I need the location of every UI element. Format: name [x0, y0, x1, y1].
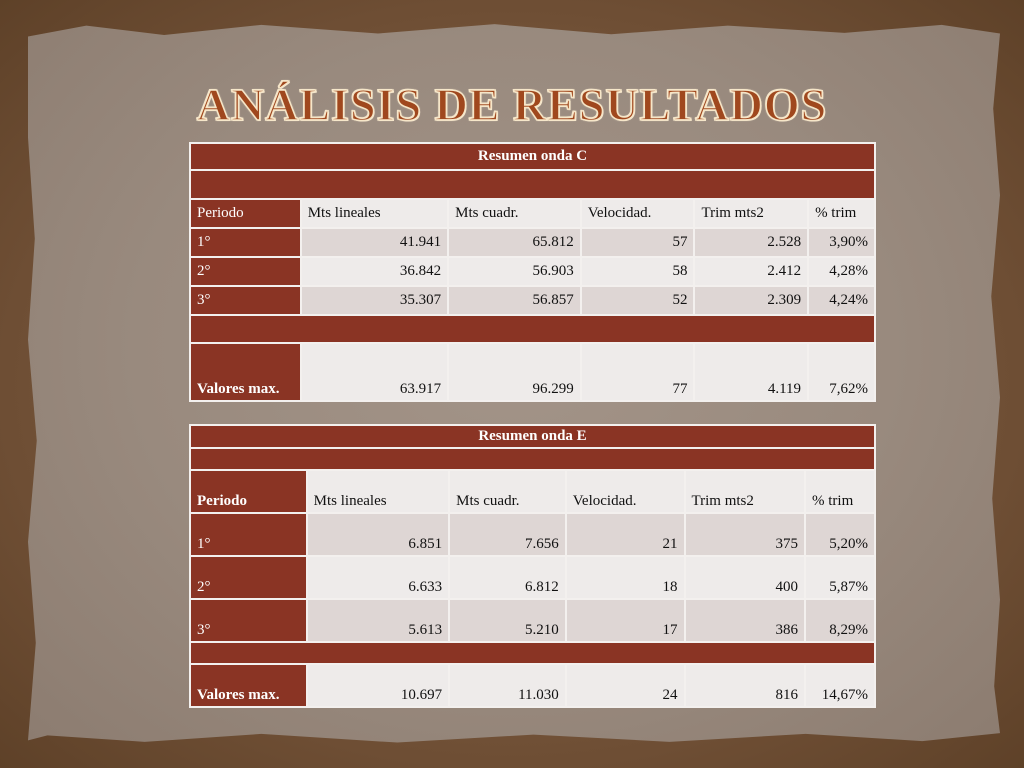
- table-cell: 41.941: [299, 227, 450, 258]
- column-header: Mts lineales: [299, 198, 450, 229]
- period-cell: 3°: [189, 285, 302, 316]
- table-cell: 35.307: [299, 285, 450, 316]
- table-cell: 4.119: [693, 342, 810, 402]
- column-header: Trim mts2: [683, 469, 807, 514]
- table-cell: 77: [579, 342, 696, 402]
- column-header: % trim: [807, 198, 876, 229]
- table-cell: 6.812: [448, 555, 567, 600]
- table-cell: 400: [683, 555, 807, 600]
- max-values-label: Valores max.: [189, 663, 308, 708]
- table-cell: 4,28%: [807, 256, 876, 287]
- table-cell: 6.633: [305, 555, 451, 600]
- table-cell: 17: [564, 598, 686, 643]
- table-row: 1° 41.941 65.812 57 2.528 3,90%: [189, 227, 876, 258]
- slide-title: ANÁLISIS DE RESULTADOS: [196, 78, 828, 131]
- column-header: % trim: [804, 469, 876, 514]
- column-header: Mts cuadr.: [448, 469, 567, 514]
- table-c-heading: Resumen onda C: [189, 142, 876, 171]
- table-cell: 21: [564, 512, 686, 557]
- table-cell: 11.030: [448, 663, 567, 708]
- table-cell: 10.697: [305, 663, 451, 708]
- table-row: 2° 6.633 6.812 18 400 5,87%: [189, 555, 876, 600]
- table-row: 3° 35.307 56.857 52 2.309 4,24%: [189, 285, 876, 316]
- table-e-blank-band: [189, 641, 876, 665]
- table-cell: 2.309: [693, 285, 810, 316]
- table-cell: 5.210: [448, 598, 567, 643]
- table-cell: 63.917: [299, 342, 450, 402]
- table-cell: 56.903: [447, 256, 582, 287]
- table-row: 1° 6.851 7.656 21 375 5,20%: [189, 512, 876, 557]
- period-cell: 1°: [189, 227, 302, 258]
- period-cell: 3°: [189, 598, 308, 643]
- table-cell: 816: [683, 663, 807, 708]
- column-header: Periodo: [189, 469, 308, 514]
- table-cell: 8,29%: [804, 598, 876, 643]
- table-c-blank-band: [189, 169, 876, 200]
- table-cell: 58: [579, 256, 696, 287]
- summary-table-e: Resumen onda E Periodo Mts lineales Mts …: [189, 424, 876, 708]
- table-e-header-row: Periodo Mts lineales Mts cuadr. Velocida…: [189, 469, 876, 514]
- period-cell: 2°: [189, 256, 302, 287]
- period-cell: 2°: [189, 555, 308, 600]
- table-cell: 375: [683, 512, 807, 557]
- table-cell: 96.299: [447, 342, 582, 402]
- table-cell: 7,62%: [807, 342, 876, 402]
- table-max-row: Valores max. 63.917 96.299 77 4.119 7,62…: [189, 342, 876, 402]
- table-cell: 57: [579, 227, 696, 258]
- column-header: Mts lineales: [305, 469, 451, 514]
- table-c-blank-band: [189, 314, 876, 344]
- table-cell: 14,67%: [804, 663, 876, 708]
- column-header: Periodo: [189, 198, 302, 229]
- table-cell: 18: [564, 555, 686, 600]
- period-cell: 1°: [189, 512, 308, 557]
- table-cell: 5,87%: [804, 555, 876, 600]
- column-header: Trim mts2: [693, 198, 810, 229]
- table-cell: 386: [683, 598, 807, 643]
- table-row: 2° 36.842 56.903 58 2.412 4,28%: [189, 256, 876, 287]
- table-e-heading: Resumen onda E: [189, 424, 876, 449]
- table-max-row: Valores max. 10.697 11.030 24 816 14,67%: [189, 663, 876, 708]
- table-cell: 7.656: [448, 512, 567, 557]
- summary-table-c: Resumen onda C Periodo Mts lineales Mts …: [189, 142, 876, 402]
- column-header: Velocidad.: [579, 198, 696, 229]
- table-cell: 56.857: [447, 285, 582, 316]
- table-cell: 65.812: [447, 227, 582, 258]
- column-header: Velocidad.: [564, 469, 686, 514]
- column-header: Mts cuadr.: [447, 198, 582, 229]
- table-cell: 24: [564, 663, 686, 708]
- table-cell: 6.851: [305, 512, 451, 557]
- table-row: 3° 5.613 5.210 17 386 8,29%: [189, 598, 876, 643]
- max-values-label: Valores max.: [189, 342, 302, 402]
- table-cell: 5.613: [305, 598, 451, 643]
- table-c-header-row: Periodo Mts lineales Mts cuadr. Velocida…: [189, 198, 876, 229]
- table-cell: 36.842: [299, 256, 450, 287]
- table-cell: 5,20%: [804, 512, 876, 557]
- table-cell: 2.412: [693, 256, 810, 287]
- table-e-blank-band: [189, 447, 876, 471]
- table-cell: 4,24%: [807, 285, 876, 316]
- table-cell: 3,90%: [807, 227, 876, 258]
- table-cell: 2.528: [693, 227, 810, 258]
- table-cell: 52: [579, 285, 696, 316]
